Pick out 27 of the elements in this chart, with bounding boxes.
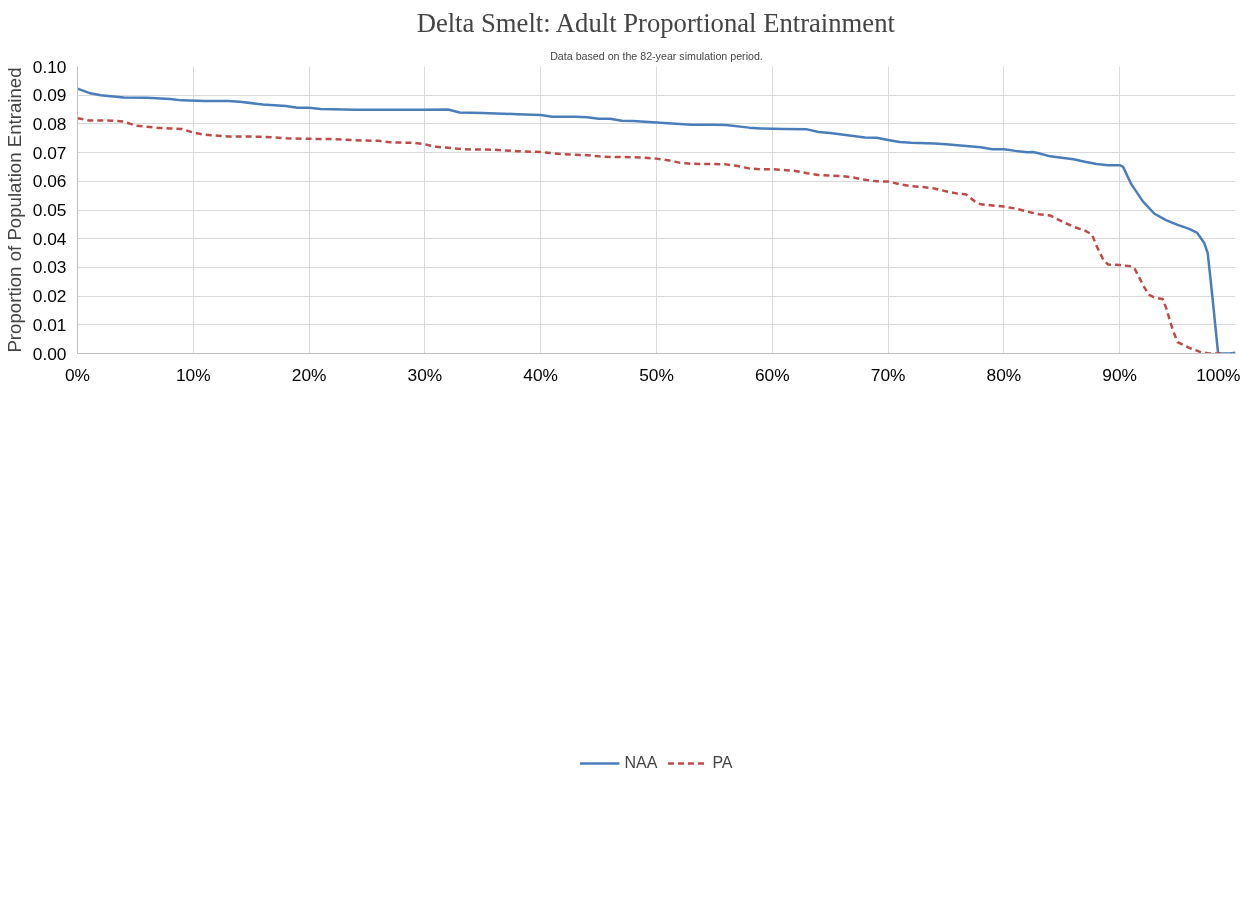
x-tick-label: 40% — [523, 364, 559, 385]
y-tick-label: 0.06 — [32, 171, 67, 192]
x-tick-label: 10% — [175, 364, 211, 385]
chart-title: Delta Smelt: Adult Proportional Entrainment — [416, 7, 896, 38]
chart-subtitle: Data based on the 82-year simulation period. — [550, 49, 763, 62]
x-tick-label: 80% — [986, 364, 1022, 385]
x-tick-label: 100% — [1196, 364, 1241, 385]
legend-label: PA — [712, 754, 733, 772]
legend-label: NAA — [624, 754, 658, 772]
y-tick-label: 0.09 — [32, 85, 67, 106]
y-tick-label: 0.01 — [32, 314, 67, 335]
x-tick-label: 30% — [407, 364, 443, 385]
y-tick-label: 0.03 — [32, 257, 67, 278]
x-tick-label: 60% — [754, 364, 790, 385]
y-tick-label: 0.07 — [32, 142, 67, 163]
x-tick-label: 50% — [639, 364, 674, 385]
x-tick-label: 70% — [870, 364, 906, 385]
y-tick-label: 0.05 — [32, 200, 67, 220]
x-tick-label: 0% — [64, 364, 91, 385]
y-tick-label: 0.10 — [32, 56, 67, 77]
y-tick-label: 0.02 — [32, 286, 67, 307]
y-tick-label: 0.04 — [32, 228, 67, 249]
x-tick-label: 90% — [1102, 364, 1138, 385]
y-axis-title: Proportion of Population Entrained — [3, 67, 25, 353]
y-tick-label: 0.00 — [32, 343, 67, 364]
x-tick-label: 20% — [291, 364, 327, 385]
y-tick-label: 0.08 — [32, 113, 67, 134]
